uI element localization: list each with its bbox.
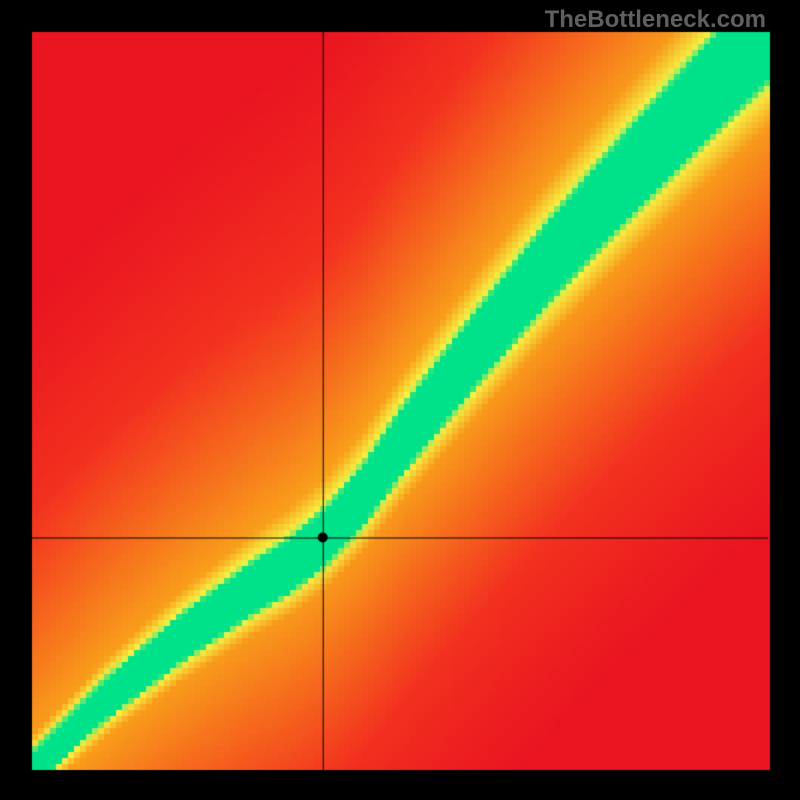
bottleneck-heatmap bbox=[0, 0, 800, 800]
watermark-text: TheBottleneck.com bbox=[545, 6, 766, 34]
